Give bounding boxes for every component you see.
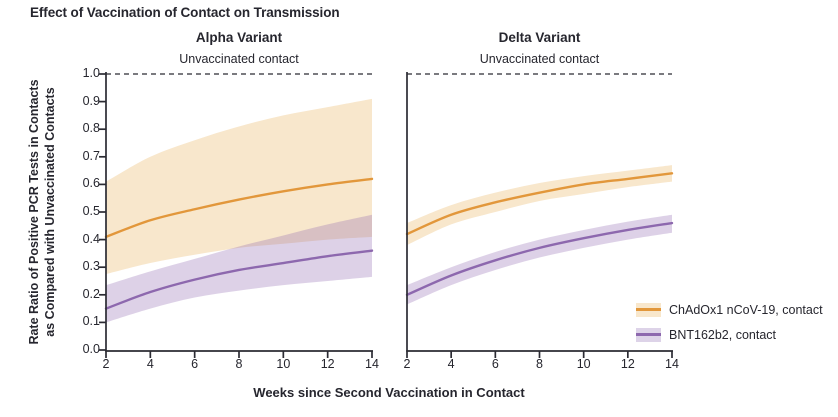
x-tick-label: 6 <box>491 357 499 371</box>
alpha-bnt162b2-ci-band <box>106 214 372 323</box>
y-tick-label: 1.0 <box>82 66 100 80</box>
y-tick-label: 0.6 <box>82 176 100 191</box>
x-tick-label: 12 <box>620 357 635 371</box>
y-tick-label: 0.1 <box>82 314 100 329</box>
legend-entry-chadox1: ChAdOx1 nCoV-19, contact <box>636 297 823 322</box>
x-tick-label: 2 <box>403 357 411 371</box>
legend: ChAdOx1 nCoV-19, contact BNT162b2, conta… <box>636 297 823 347</box>
x-tick-label: 4 <box>447 357 455 371</box>
delta-chadox1-line <box>405 172 674 236</box>
y-tick-label: 0.2 <box>82 286 100 301</box>
reference-line-label-alpha: Unvaccinated contact <box>179 52 299 66</box>
reference-line-label-delta: Unvaccinated contact <box>479 52 600 66</box>
delta-bnt162b2-ci-band <box>407 214 672 305</box>
y-tick-label: 0.0 <box>82 342 100 356</box>
x-tick-label: 12 <box>320 357 335 371</box>
x-tick-label: 10 <box>576 357 591 371</box>
y-tick-label: 0.3 <box>82 259 100 274</box>
panel-title-alpha: Alpha Variant <box>195 30 283 45</box>
y-axis-tick-labels: 0.0 0.1 0.2 0.3 0.4 0.5 0.6 0.7 0.8 0.9 1.0 <box>58 0 100 417</box>
y-tick-label: 0.4 <box>82 231 100 246</box>
x-tick-label: 8 <box>536 357 543 371</box>
y-tick-label: 0.5 <box>82 204 100 218</box>
alpha-chadox1-line <box>104 177 374 239</box>
x-tick-label: 14 <box>365 357 379 371</box>
y-tick-label: 0.7 <box>82 148 100 163</box>
legend-swatch-bnt162b2-line-icon <box>636 333 661 336</box>
legend-label-chadox1: ChAdOx1 nCoV-19, contact <box>669 302 823 317</box>
alpha-bnt162b2-line <box>104 249 374 310</box>
x-tick-label: 2 <box>102 357 110 371</box>
y-tick-label: 0.9 <box>82 93 100 108</box>
delta-chadox1-ci-band <box>407 165 672 246</box>
alpha-chadox1-ci-band <box>106 98 372 275</box>
x-tick-label: 14 <box>665 357 679 371</box>
y-tick-label: 0.8 <box>82 121 100 136</box>
legend-swatch-chadox1-line-icon <box>636 308 661 311</box>
legend-entry-bnt162b2: BNT162b2, contact <box>636 322 823 347</box>
legend-swatch-bnt162b2-icon <box>636 327 661 342</box>
panel-title-delta: Delta Variant <box>498 30 581 45</box>
x-tick-label: 10 <box>276 357 291 371</box>
x-axis-title: Weeks since Second Vaccination in Contac… <box>253 385 525 400</box>
x-tick-label: 4 <box>146 357 154 371</box>
figure-title: Effect of Vaccination of Contact on Tran… <box>30 5 340 20</box>
x-tick-label: 8 <box>235 357 243 371</box>
delta-bnt162b2-line <box>405 221 674 296</box>
legend-label-bnt162b2: BNT162b2, contact <box>669 327 777 342</box>
legend-swatch-chadox1-icon <box>636 302 661 317</box>
x-tick-label: 6 <box>191 357 199 371</box>
